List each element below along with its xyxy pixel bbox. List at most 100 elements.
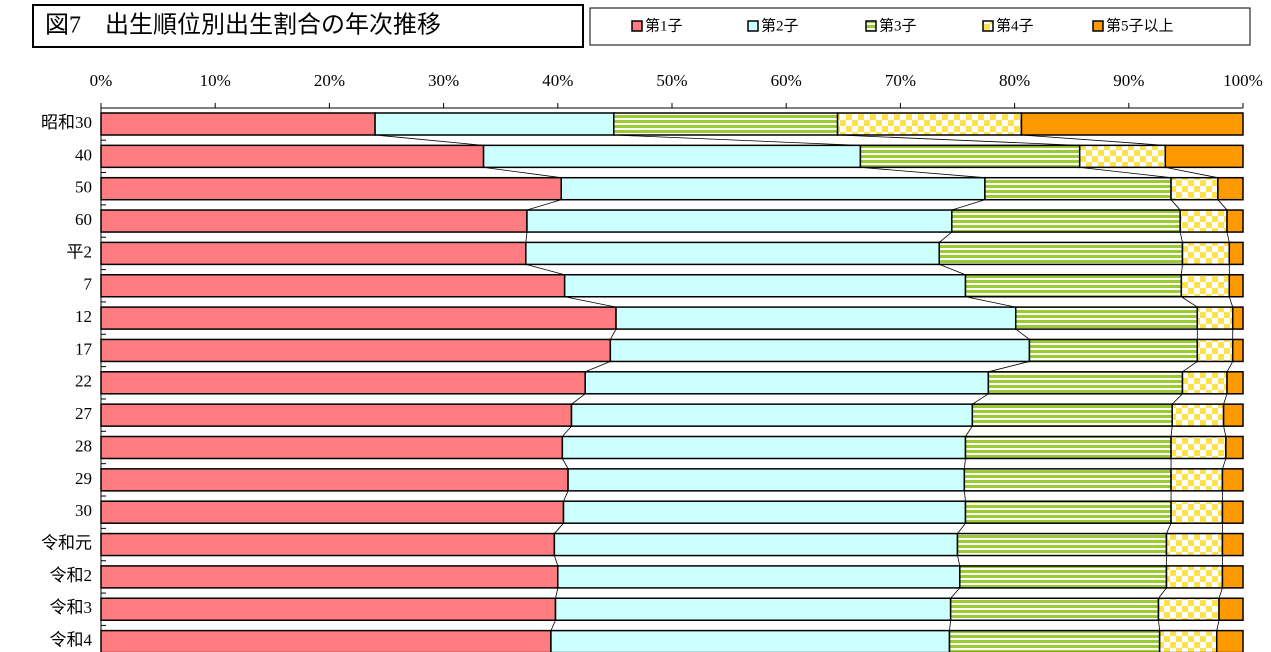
bar-segment: [615, 306, 1017, 330]
bar-segment: [526, 209, 953, 233]
bar-segment: [374, 112, 615, 136]
bar-segment: [984, 176, 1172, 201]
bar-segment: [964, 500, 1172, 524]
x-tick-label: 70%: [885, 71, 916, 90]
bar-segment: [100, 176, 562, 201]
series-line: [1226, 231, 1230, 243]
series-line: [553, 555, 559, 567]
bar-segment: [1171, 403, 1225, 427]
y-tick-label: 27: [75, 404, 93, 423]
bar-segment: [550, 629, 951, 652]
bar-segment: [100, 532, 556, 557]
y-tick-label: 令和元: [41, 533, 92, 552]
series-line: [972, 393, 989, 405]
series-line: [939, 264, 966, 276]
series-line: [550, 620, 556, 631]
y-tick-label: 昭和30: [41, 113, 92, 132]
bar-segment: [1196, 338, 1234, 363]
series-line: [526, 199, 562, 211]
bar-segment: [1028, 338, 1199, 363]
bar-segment: [1228, 241, 1244, 266]
bar-segment: [1218, 597, 1244, 621]
series-line: [613, 134, 861, 146]
title-box: [32, 4, 584, 48]
bar-segment: [100, 629, 552, 652]
series-line: [1171, 393, 1183, 405]
bar-segment: [1181, 241, 1231, 266]
series-line: [1217, 199, 1228, 211]
x-tick-label: 50%: [656, 71, 687, 90]
series-line: [950, 587, 961, 599]
series-line: [1021, 134, 1166, 146]
series-line: [1228, 296, 1234, 308]
x-tick-label: 90%: [1113, 71, 1144, 90]
bar-segment: [100, 500, 565, 524]
bar-segment: [938, 241, 1184, 266]
series-line: [375, 134, 484, 146]
legend-label: 第5子以上: [1106, 16, 1174, 34]
bar-segment: [1221, 500, 1244, 524]
bar-segment: [1196, 306, 1234, 330]
bar-segment: [964, 274, 1183, 298]
bar-segment: [836, 112, 1023, 136]
bar-segment: [100, 241, 527, 266]
y-tick-label: 40: [75, 145, 92, 164]
y-tick-label: 令和2: [50, 566, 93, 585]
legend-swatch: [982, 20, 994, 32]
bar-segment: [100, 306, 617, 330]
series-line: [963, 490, 966, 502]
bar-segment: [1180, 274, 1231, 298]
bar-segment: [1221, 532, 1244, 557]
bar-segment: [1020, 112, 1244, 136]
legend-swatch: [1092, 20, 1104, 32]
series-line: [949, 620, 952, 631]
bar-segment: [1231, 338, 1244, 363]
y-tick-label: 平2: [67, 242, 93, 261]
x-tick-label: 20%: [314, 71, 345, 90]
bar-segment: [1157, 597, 1220, 621]
chart-title: 図7 出生順位別出生割合の年次推移: [45, 12, 441, 39]
series-line: [957, 555, 961, 566]
series-line: [1222, 458, 1227, 469]
bar-segment: [1164, 144, 1244, 169]
bar-segment: [560, 176, 986, 201]
y-tick-label: 60: [75, 210, 92, 229]
bar-segment: [100, 209, 528, 233]
bar-segment: [1231, 306, 1244, 330]
series-line: [483, 166, 562, 179]
bar-segment: [554, 597, 952, 621]
series-line: [957, 522, 966, 534]
bar-segment: [1222, 403, 1244, 427]
bar-segment: [963, 468, 1172, 492]
bar-segment: [1226, 209, 1244, 233]
legend-swatch: [865, 20, 877, 32]
bar-segment: [562, 500, 967, 524]
legend-label: 第4子: [996, 16, 1034, 34]
legend-label: 第2子: [761, 16, 799, 34]
series-line: [555, 587, 559, 599]
bar-segment: [951, 209, 1181, 233]
legend-box: [589, 7, 1251, 46]
legend-swatch: [631, 20, 643, 32]
bar-segment: [859, 144, 1081, 169]
bar-segment: [1014, 306, 1199, 330]
bar-segment: [100, 274, 566, 298]
y-tick-label: 22: [75, 372, 92, 391]
series-line: [965, 296, 1016, 308]
bar-segment: [1170, 468, 1224, 492]
bar-segment: [570, 403, 974, 427]
legend-swatch: [747, 20, 759, 32]
bar-segment: [1215, 629, 1244, 652]
series-line: [1158, 587, 1167, 599]
bar-segment: [1078, 144, 1167, 169]
bar-segment: [525, 241, 940, 266]
bar-segment: [1158, 629, 1218, 652]
bar-segment: [1170, 500, 1224, 524]
bar-segment: [1181, 371, 1228, 395]
bar-segment: [100, 112, 376, 136]
series-line: [1226, 361, 1234, 372]
x-tick-label: 60%: [771, 71, 802, 90]
bar-segment: [482, 144, 862, 169]
bar-segment: [1221, 565, 1244, 589]
bar-segment: [553, 532, 959, 557]
